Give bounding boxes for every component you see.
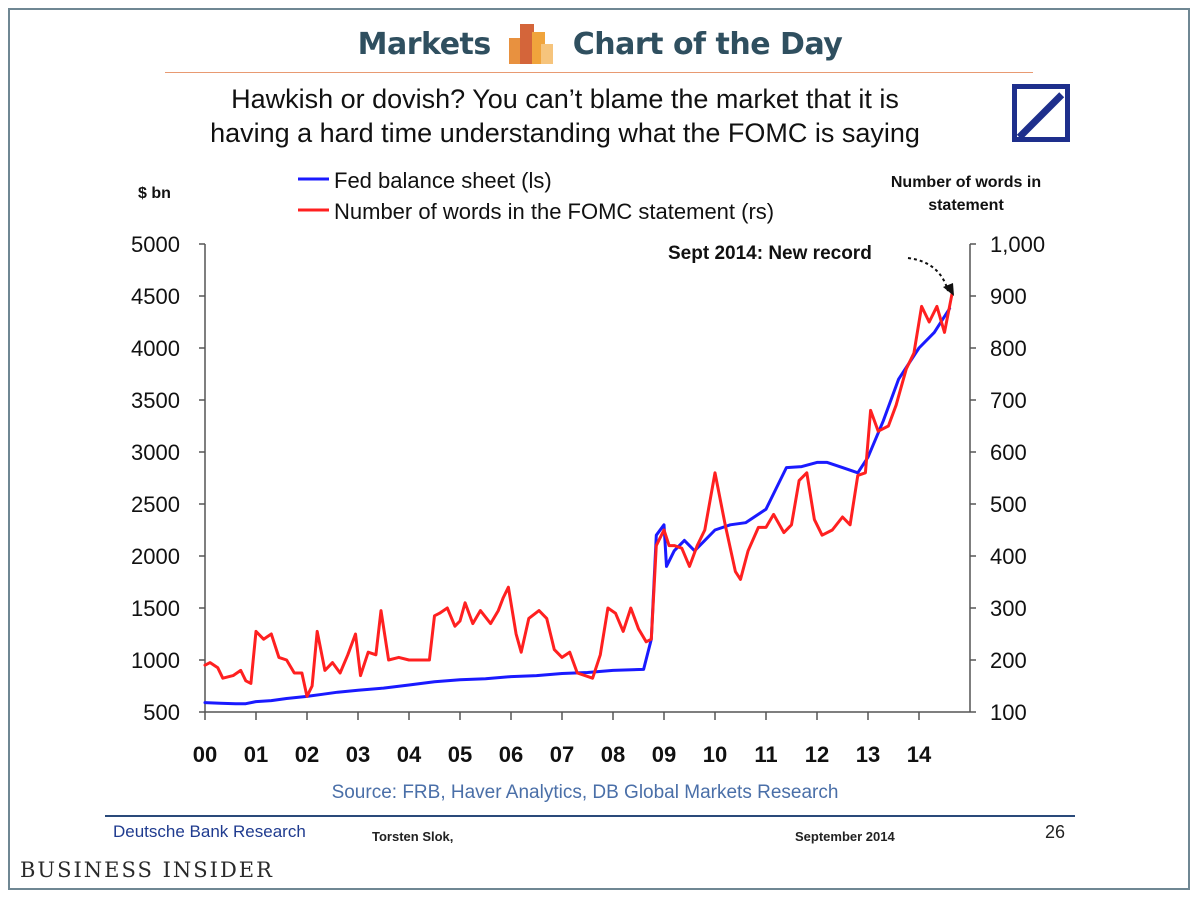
right-tick-label: 900 bbox=[990, 284, 1027, 309]
x-tick-label: 03 bbox=[346, 742, 370, 767]
x-tick-label: 13 bbox=[856, 742, 880, 767]
footer-divider bbox=[105, 815, 1075, 817]
bar-chart-logo-icon bbox=[508, 24, 555, 64]
x-tick-label: 10 bbox=[703, 742, 727, 767]
x-tick-label: 07 bbox=[550, 742, 574, 767]
annotation-new-record: Sept 2014: New record bbox=[668, 243, 872, 264]
right-axis-label-line2: statement bbox=[928, 197, 1004, 214]
left-tick-label: 3000 bbox=[131, 440, 180, 465]
header: Markets Chart of the Day bbox=[0, 22, 1200, 66]
right-tick-label: 300 bbox=[990, 596, 1027, 621]
annotation-arrowhead bbox=[943, 283, 954, 296]
right-axis-label-line1: Number of words in bbox=[891, 174, 1041, 191]
source-note: Source: FRB, Haver Analytics, DB Global … bbox=[332, 782, 839, 803]
x-tick-label: 01 bbox=[244, 742, 268, 767]
chart-title-line1: Hawkish or dovish? You can’t blame the m… bbox=[231, 84, 899, 114]
x-tick-label: 09 bbox=[652, 742, 676, 767]
right-tick-label: 500 bbox=[990, 492, 1027, 517]
series-line-fomc-words bbox=[203, 291, 954, 698]
x-tick-label: 02 bbox=[295, 742, 319, 767]
left-tick-label: 4500 bbox=[131, 284, 180, 309]
annotation-arrow bbox=[907, 257, 949, 292]
header-divider bbox=[165, 72, 1033, 73]
chart-title-line2: having a hard time understanding what th… bbox=[210, 118, 920, 148]
right-tick-label: 200 bbox=[990, 648, 1027, 673]
left-tick-label: 5000 bbox=[131, 232, 180, 257]
x-tick-label: 12 bbox=[805, 742, 829, 767]
x-tick-label: 08 bbox=[601, 742, 625, 767]
right-tick-label: 1,000 bbox=[990, 232, 1045, 257]
footer-date: September 2014 bbox=[795, 829, 895, 844]
right-tick-label: 400 bbox=[990, 544, 1027, 569]
x-tick-label: 06 bbox=[499, 742, 523, 767]
header-markets: Markets bbox=[357, 26, 492, 62]
left-axis-unit-label: $ bn bbox=[138, 185, 171, 202]
x-tick-label: 11 bbox=[754, 742, 777, 767]
x-tick-label: 14 bbox=[907, 742, 932, 767]
footer-author: Torsten Slok, bbox=[372, 829, 454, 844]
line-chart: Fed balance sheet (ls) Number of words i… bbox=[131, 168, 1045, 803]
x-tick-label: 04 bbox=[397, 742, 422, 767]
slide-frame bbox=[8, 8, 1190, 890]
legend: Fed balance sheet (ls) Number of words i… bbox=[298, 168, 774, 224]
series-line-fed-balance-sheet bbox=[203, 307, 952, 706]
left-tick-label: 1500 bbox=[131, 596, 180, 621]
right-tick-label: 600 bbox=[990, 440, 1027, 465]
right-tick-label: 800 bbox=[990, 336, 1027, 361]
left-tick-label: 4000 bbox=[131, 336, 180, 361]
left-tick-label: 2500 bbox=[131, 492, 180, 517]
legend-label-fed: Fed balance sheet (ls) bbox=[334, 168, 552, 193]
deutsche-bank-logo-icon bbox=[1012, 84, 1070, 142]
left-tick-label: 3500 bbox=[131, 388, 180, 413]
publisher-wordmark: Business Insider bbox=[20, 858, 274, 882]
left-tick-label: 2000 bbox=[131, 544, 180, 569]
footer-page-number: 26 bbox=[1045, 822, 1066, 842]
legend-label-words: Number of words in the FOMC statement (r… bbox=[334, 199, 774, 224]
footer-org: Deutsche Bank Research bbox=[113, 822, 306, 841]
right-tick-label: 700 bbox=[990, 388, 1027, 413]
x-tick-label: 05 bbox=[448, 742, 472, 767]
header-chart-of-the-day: Chart of the Day bbox=[572, 26, 843, 62]
left-tick-label: 1000 bbox=[131, 648, 180, 673]
right-tick-label: 100 bbox=[990, 700, 1027, 725]
x-tick-label: 00 bbox=[193, 742, 217, 767]
left-tick-label: 500 bbox=[143, 700, 180, 725]
chart-title: Hawkish or dovish? You can’t blame the m… bbox=[140, 82, 990, 150]
